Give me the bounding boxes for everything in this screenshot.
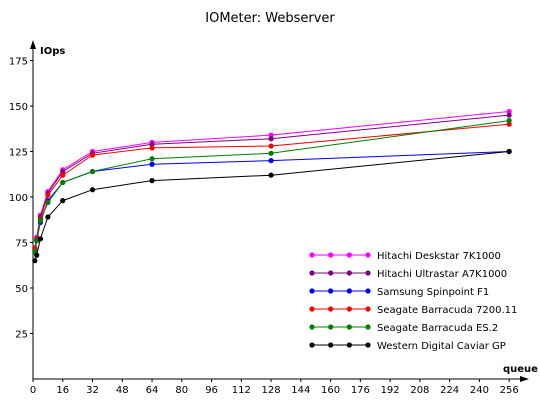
data-point — [45, 214, 51, 220]
data-point — [506, 117, 512, 124]
data-point — [149, 161, 155, 167]
x-tick-label: 176 — [351, 385, 370, 396]
data-point — [89, 152, 96, 158]
data-point — [37, 236, 44, 242]
series-line — [34, 111, 510, 249]
data-point — [37, 218, 44, 224]
x-tick-label: 160 — [321, 385, 340, 396]
x-tick-label: 240 — [470, 385, 489, 396]
x-tick-label: 208 — [410, 385, 429, 396]
legend-swatch-marker — [328, 252, 334, 258]
data-point — [506, 148, 512, 155]
data-point — [60, 179, 66, 186]
legend-swatch-marker — [309, 342, 315, 348]
legend-swatch-marker — [365, 342, 371, 348]
x-tick-label: 112 — [232, 385, 251, 396]
y-axis-arrow — [30, 40, 36, 49]
legend-swatch-marker — [309, 252, 315, 258]
data-point — [60, 168, 66, 175]
legend-swatch-marker — [346, 270, 352, 276]
data-point — [34, 252, 40, 258]
legend-swatch-marker — [365, 288, 371, 294]
data-point — [89, 187, 96, 193]
data-point — [149, 156, 155, 162]
data-point — [149, 141, 155, 147]
data-point — [268, 136, 274, 142]
legend-swatch-marker — [365, 270, 371, 276]
x-tick-label: 64 — [146, 385, 159, 396]
legend-swatch-marker — [328, 324, 334, 330]
legend-swatch-marker — [346, 288, 352, 294]
data-point — [45, 192, 51, 198]
x-tick-label: 16 — [56, 385, 69, 396]
legend-swatch-marker — [328, 306, 334, 312]
legend-swatch-marker — [328, 342, 334, 348]
data-point — [268, 158, 274, 164]
data-point — [506, 121, 512, 127]
legend-swatch-marker — [328, 270, 334, 276]
legend-entry: Samsung Spinpoint F1 — [377, 287, 489, 298]
y-tick-label: 100 — [9, 193, 28, 204]
y-tick-label: 175 — [9, 57, 28, 68]
legend-entry: Seagate Barracuda 7200.11 — [377, 305, 517, 316]
legend-swatch-marker — [309, 288, 315, 294]
legend-swatch-marker — [346, 324, 352, 330]
x-tick-label: 0 — [30, 385, 36, 396]
y-axis-label: IOps — [40, 46, 65, 57]
x-tick-label: 144 — [291, 385, 310, 396]
y-tick-label: 75 — [15, 239, 28, 250]
data-point — [60, 198, 66, 204]
legend-swatch-marker — [365, 324, 371, 330]
data-point — [89, 168, 96, 175]
legend-swatch-marker — [346, 252, 352, 258]
data-point — [45, 199, 51, 206]
y-tick-label: 50 — [15, 284, 28, 295]
x-tick-label: 192 — [381, 385, 400, 396]
y-tick-label: 150 — [9, 102, 28, 113]
legend-entry: Hitachi Deskstar 7K1000 — [377, 251, 501, 262]
data-point — [268, 172, 274, 178]
legend-swatch-marker — [309, 324, 315, 330]
series-line — [34, 151, 510, 261]
axes: 0 16 32 48 64 80 96 112 128 144 160 176 192 208 224 240… — [9, 40, 529, 396]
x-axis-arrow — [520, 376, 529, 382]
x-tick-label: 32 — [86, 385, 99, 396]
plot-area — [32, 108, 512, 264]
legend-swatch-marker — [309, 306, 315, 312]
y-tick-label: 25 — [15, 330, 28, 341]
data-point — [32, 258, 38, 264]
legend-entry: Seagate Barracuda ES.2 — [377, 323, 498, 334]
data-point — [506, 112, 512, 118]
data-point — [268, 132, 274, 138]
data-point — [60, 172, 66, 178]
chart-title: IOMeter: Webserver — [205, 11, 335, 26]
series-line — [34, 123, 510, 249]
data-point — [268, 150, 274, 156]
legend-swatch-marker — [365, 306, 371, 312]
x-tick-label: 80 — [175, 385, 188, 396]
x-tick-label: 96 — [205, 385, 218, 396]
legend-swatch-marker — [346, 306, 352, 312]
legend: Hitachi Deskstar 7K1000 Hitachi Ultrastar… — [309, 251, 517, 352]
data-point — [506, 108, 512, 115]
data-point — [149, 145, 155, 151]
legend-swatch-marker — [365, 252, 371, 258]
legend-entry: Hitachi Ultrastar A7K1000 — [377, 269, 507, 280]
x-tick-label: 128 — [262, 385, 281, 396]
legend-swatch-marker — [309, 270, 315, 276]
data-point — [149, 178, 155, 184]
x-axis-label: queue — [503, 364, 538, 375]
legend-swatch-marker — [346, 342, 352, 348]
x-tick-label: 48 — [116, 385, 129, 396]
data-point — [268, 143, 274, 149]
series-line — [34, 151, 510, 252]
y-tick-label: 125 — [9, 148, 28, 159]
x-tick-label: 256 — [500, 385, 519, 396]
x-tick-label: 224 — [440, 385, 459, 396]
legend-swatch-marker — [328, 288, 334, 294]
legend-entry: Western Digital Caviar GP — [377, 341, 506, 352]
